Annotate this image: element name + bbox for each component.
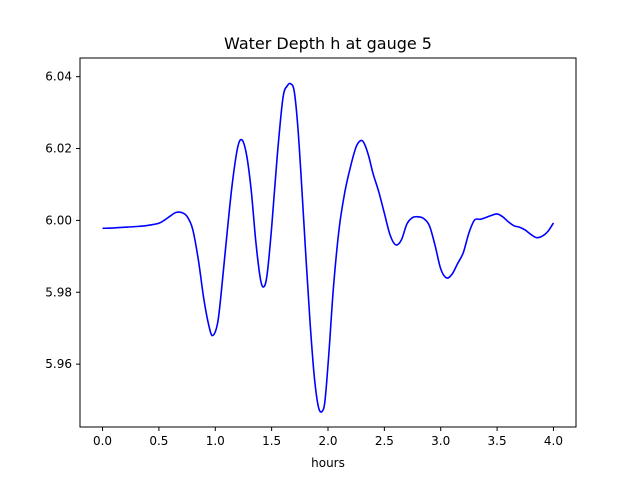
y-tick-label: 6.04: [45, 70, 72, 84]
x-tick-label: 2.5: [375, 434, 394, 448]
y-tick-label: 5.98: [45, 285, 72, 299]
x-axis-ticks: 0.0 0.5 1.0 1.5 2.0 2.5 3.0 3.5 4.0: [93, 427, 563, 448]
x-tick-label: 0.0: [93, 434, 112, 448]
x-tick-label: 1.5: [262, 434, 281, 448]
x-tick-label: 3.0: [431, 434, 450, 448]
x-tick-label: 0.5: [149, 434, 168, 448]
x-tick-label: 2.0: [318, 434, 337, 448]
x-tick-label: 3.5: [488, 434, 507, 448]
series-line: [102, 82, 555, 413]
x-tick-label: 4.0: [544, 434, 563, 448]
y-tick-label: 6.00: [45, 213, 72, 227]
y-axis-ticks: 5.96 5.98 6.00 6.02 6.04: [45, 70, 80, 371]
axes-frame: [79, 57, 577, 428]
x-axis-label: hours: [311, 456, 345, 470]
plot-area: [102, 82, 555, 413]
x-tick-label: 1.0: [206, 434, 225, 448]
chart-title: Water Depth h at gauge 5: [224, 34, 432, 53]
y-tick-label: 5.96: [45, 357, 72, 371]
y-tick-label: 6.02: [45, 142, 72, 156]
